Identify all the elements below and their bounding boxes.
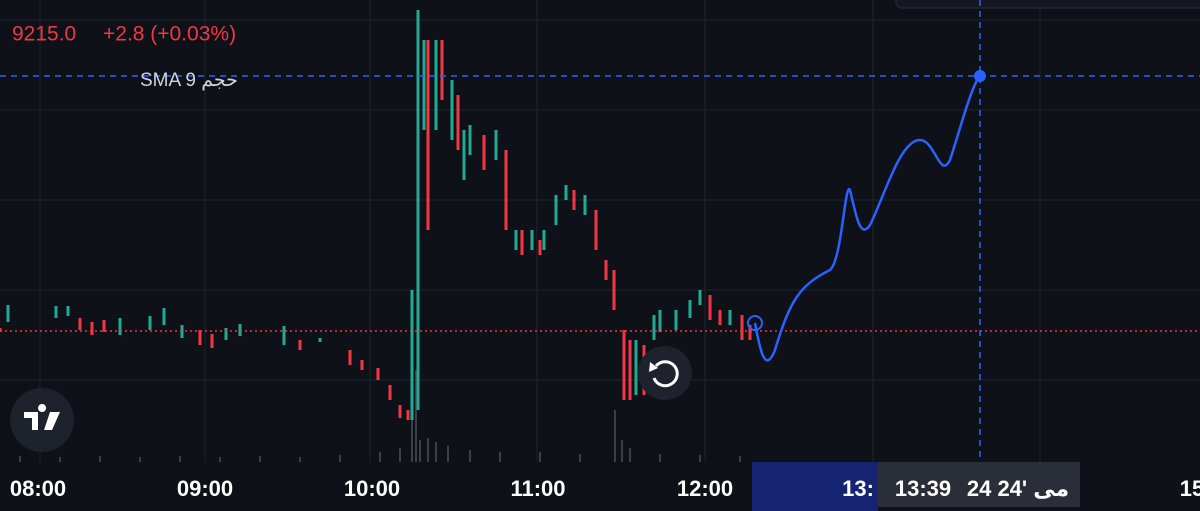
volume-bars [19, 370, 741, 462]
crosshair-time: 13:39 [895, 476, 951, 501]
logo [10, 388, 74, 452]
forecast-line [753, 74, 982, 362]
time-tick-label: 11:00 [510, 476, 565, 501]
change: +2.8 (+0.03%) [103, 23, 236, 46]
candles [0, 10, 752, 420]
crosshair-date: 24 مى '24 [967, 476, 1069, 501]
indicator-label: حجم SMA 9 [140, 70, 238, 91]
forecast-end [974, 70, 986, 82]
forecast-start [747, 315, 763, 331]
time-tick-label: 15 [1180, 476, 1200, 501]
time-tick-label: 13: [842, 476, 874, 501]
reset-button[interactable] [638, 346, 692, 400]
grid [0, 0, 1200, 462]
top-panel [895, 0, 1200, 9]
time-tick-label: 12:00 [677, 476, 733, 501]
range-highlight [752, 462, 878, 511]
time-tick-label: 10:00 [344, 476, 400, 501]
crosshair-label [878, 462, 1080, 507]
time-tick-label: 09:00 [177, 476, 233, 501]
time-tick-label: 08:00 [10, 476, 66, 501]
price: 9215.0 [12, 23, 76, 46]
